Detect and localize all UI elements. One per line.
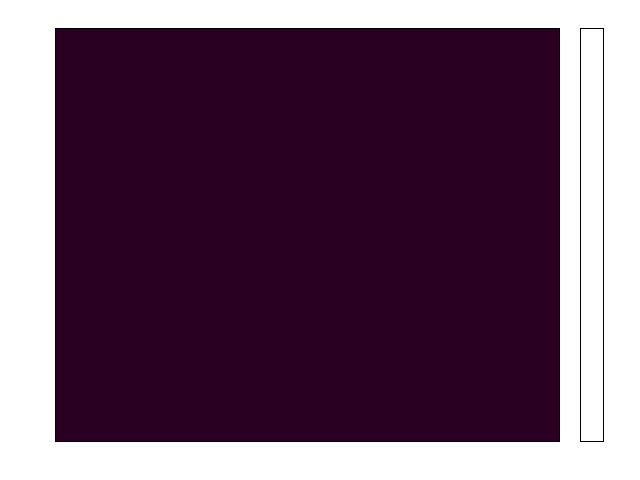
colorbar [580, 28, 604, 442]
backscatter-heatmap [56, 29, 559, 441]
plot-axes [55, 28, 560, 442]
colorbar-gradient [581, 29, 603, 441]
